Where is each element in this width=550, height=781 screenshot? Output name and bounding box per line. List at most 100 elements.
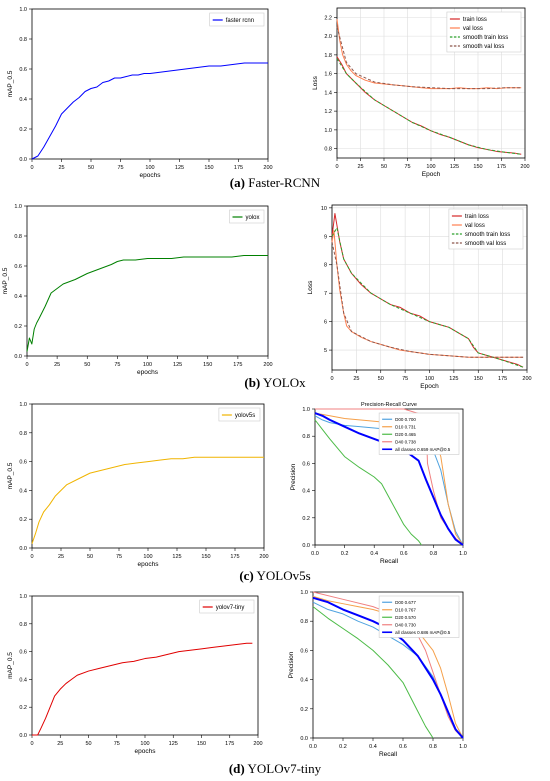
series-line-0: [26, 255, 268, 352]
x-axis-label: Recall: [379, 751, 398, 758]
legend-label-0: yolox: [246, 215, 260, 221]
y-tick-label: 9: [324, 234, 327, 240]
y-tick-label: 0.6: [300, 648, 308, 654]
x-tick-label: 150: [203, 362, 212, 368]
series-line-2: [331, 227, 524, 368]
y-tick-label: 0.8: [300, 619, 308, 625]
x-tick-label: 200: [253, 741, 262, 747]
y-tick-label: 0.6: [19, 67, 27, 73]
y-tick-label: 1.6: [324, 72, 332, 78]
x-tick-label: 0.0: [309, 744, 317, 750]
y-tick-label: 0.2: [300, 707, 308, 713]
legend-box: [199, 599, 255, 614]
x-tick-label: 75: [114, 741, 120, 747]
x-tick-label: 125: [175, 165, 184, 171]
y-tick-label: 1.0: [302, 407, 310, 413]
y-tick-label: 1.0: [19, 7, 27, 13]
x-axis-label: epochs: [135, 748, 157, 755]
y-tick-label: 0.4: [19, 488, 27, 494]
x-tick-label: 125: [173, 362, 182, 368]
x-tick-label: 0: [335, 164, 338, 170]
legend-label-3: smooth val loss: [463, 44, 504, 50]
y-axis-label: mAP_0.5: [7, 70, 14, 97]
y-tick-label: 0.8: [19, 622, 27, 628]
x-axis-label: epochs: [138, 561, 160, 568]
y-tick-label: 0.0: [302, 543, 310, 549]
x-tick-label: 25: [54, 362, 60, 368]
y-tick-label: 7: [324, 291, 327, 297]
legend-label-3: D40 0.738: [395, 439, 416, 444]
x-tick-label: 25: [353, 376, 359, 382]
y-tick-label: 0.2: [19, 705, 27, 711]
x-tick-label: 75: [402, 376, 408, 382]
y-tick-label: 0.4: [302, 489, 310, 495]
x-tick-label: 0.2: [341, 551, 349, 557]
x-tick-label: 125: [169, 741, 178, 747]
y-tick-label: 1.0: [300, 590, 308, 596]
legend-label-0: train loss: [463, 17, 487, 23]
caption-b: (b) YOLOx: [244, 375, 306, 390]
legend-box: [218, 407, 261, 422]
y-tick-label: 0.0: [19, 546, 27, 552]
y-tick-label: 0.0: [14, 354, 22, 360]
legend-label-0: train loss: [465, 214, 489, 220]
series-line-0: [31, 62, 268, 160]
legend-label-0: D00 0.700: [395, 417, 416, 422]
x-tick-label: 25: [58, 554, 64, 560]
x-tick-label: 50: [381, 164, 387, 170]
x-tick-label: 75: [114, 362, 120, 368]
x-tick-label: 150: [204, 165, 213, 171]
y-tick-label: 0.4: [19, 97, 27, 103]
x-tick-label: 1.0: [459, 744, 467, 750]
y-axis-label: mAP_0.5: [7, 652, 14, 679]
chart-title: Precision-Recall Curve: [361, 402, 417, 408]
x-tick-label: 100: [425, 376, 434, 382]
legend-label-2: smooth train loss: [463, 35, 508, 41]
series-line-3: [312, 591, 464, 739]
x-tick-label: 0.6: [399, 744, 407, 750]
y-axis-label: Loss: [312, 75, 319, 89]
x-tick-label: 200: [520, 164, 529, 170]
y-tick-label: 0.6: [14, 264, 22, 270]
legend-box: [378, 595, 460, 638]
series-line-2: [314, 419, 422, 546]
legend-label-1: val loss: [463, 26, 483, 32]
x-tick-label: 100: [140, 741, 149, 747]
x-tick-label: 0: [30, 554, 33, 560]
y-tick-label: 0.8: [19, 431, 27, 437]
y-tick-label: 0.8: [324, 147, 332, 153]
x-tick-label: 0: [25, 362, 28, 368]
x-tick-label: 1.0: [459, 551, 467, 557]
x-tick-label: 175: [233, 362, 242, 368]
y-tick-label: 0.8: [19, 37, 27, 43]
x-tick-label: 100: [143, 362, 152, 368]
x-tick-label: 150: [197, 741, 206, 747]
plot-frame: [312, 591, 464, 739]
y-tick-label: 0.0: [19, 733, 27, 739]
x-axis-label: Epoch: [420, 383, 439, 390]
x-tick-label: 0.2: [339, 744, 347, 750]
x-tick-label: 75: [117, 165, 123, 171]
x-tick-label: 150: [201, 554, 210, 560]
caption-a: (a) Faster-RCNN: [229, 175, 321, 190]
x-tick-label: 50: [378, 376, 384, 382]
x-tick-label: 200: [522, 376, 531, 382]
series-line-3: [331, 241, 524, 358]
y-tick-label: 2.0: [324, 34, 332, 40]
legend-box: [229, 209, 265, 224]
x-tick-label: 0.4: [369, 744, 377, 750]
y-tick-label: 5: [324, 348, 327, 354]
legend-label-0: yolov5s: [235, 413, 255, 419]
x-tick-label: 0: [30, 741, 33, 747]
x-tick-label: 125: [450, 164, 459, 170]
y-tick-label: 1.8: [324, 53, 332, 59]
y-tick-label: 0.0: [300, 736, 308, 742]
y-tick-label: 0.8: [302, 434, 310, 440]
x-tick-label: 100: [143, 554, 152, 560]
x-tick-label: 25: [357, 164, 363, 170]
x-tick-label: 200: [259, 554, 268, 560]
x-tick-label: 0: [30, 165, 33, 171]
x-tick-label: 175: [225, 741, 234, 747]
y-tick-label: 1.0: [19, 594, 27, 600]
legend-label-3: D40 0.730: [395, 622, 416, 627]
